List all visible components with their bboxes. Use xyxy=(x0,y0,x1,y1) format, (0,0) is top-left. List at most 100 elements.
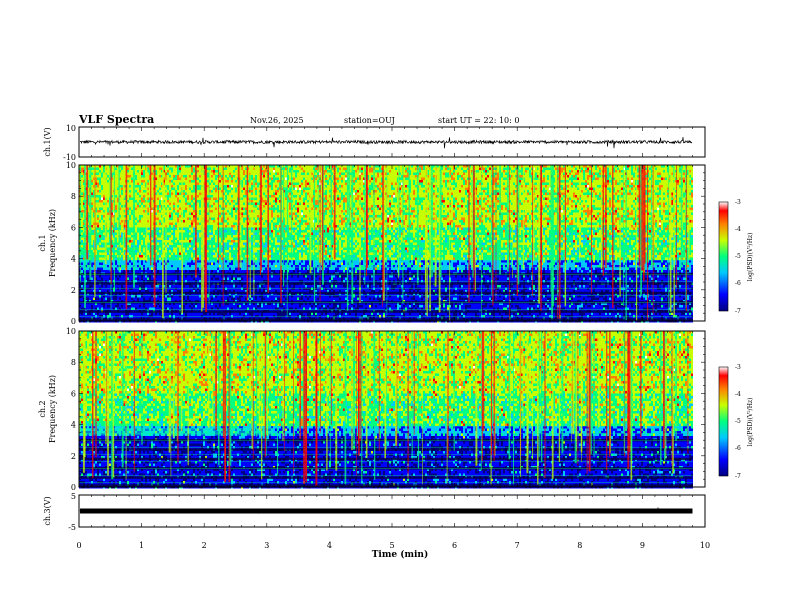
ch1-spectrogram-cell xyxy=(545,180,547,183)
ch1-spectrogram-cell xyxy=(269,185,271,188)
ch1-spectrogram-cell xyxy=(215,168,217,171)
ch1-spectrogram-cell xyxy=(597,195,599,198)
ch1-spectrogram-cell xyxy=(183,168,185,171)
ch1-spectrogram-cell xyxy=(655,180,657,183)
ch1-spectrogram-cell xyxy=(175,183,177,186)
ch1-spectrogram-cell xyxy=(479,198,481,201)
ch1-spectrogram-cell xyxy=(575,188,577,191)
ch1-spectrogram-cell xyxy=(629,183,631,186)
ch1-spectrogram-cell xyxy=(243,193,245,196)
ch1-spectrogram-cell xyxy=(485,173,487,176)
ch1-spectrogram-cell xyxy=(597,170,599,173)
ch1-spectrogram-cell xyxy=(379,188,381,191)
ch1-spectrogram-cell xyxy=(453,183,455,186)
ch1-spectrogram-cell xyxy=(587,198,589,201)
ch1-spectrogram-cell xyxy=(485,183,487,186)
ch1-spectrogram-cell xyxy=(545,193,547,196)
ch1-spectrogram-cell xyxy=(521,193,523,196)
ch1-spectrogram-cell xyxy=(525,188,527,191)
ch1-spectrogram-cell xyxy=(419,193,421,196)
ch1-spectrogram-cell xyxy=(545,198,547,201)
ch1-spectrogram-cell xyxy=(421,203,423,206)
ch1-spectrogram-cell xyxy=(271,180,273,183)
ch1-spectrogram-cell xyxy=(97,185,99,188)
ch1-spectrogram-cell xyxy=(661,193,663,196)
ch1-spectrogram-cell xyxy=(457,180,459,183)
ch1-spectrogram-cell xyxy=(369,200,371,203)
ch1-spectrogram-cell xyxy=(505,185,507,188)
ch1-spectrogram-cell xyxy=(567,170,569,173)
ch1-spectrogram-cell xyxy=(571,173,573,176)
ch1-spectrogram-cell xyxy=(577,185,579,188)
ch1-spectrogram-cell xyxy=(339,190,341,193)
ch1-spectrogram-cell xyxy=(563,188,565,191)
ch1-spectrogram-cell xyxy=(555,183,557,186)
ch1-spectrogram-cell xyxy=(107,185,109,188)
ch1-spectrogram-cell xyxy=(459,198,461,201)
ch1-spectrogram-cell xyxy=(453,190,455,193)
ch1-spectrogram-cell xyxy=(129,190,131,193)
ch1-spectrogram-cell xyxy=(99,198,101,201)
ch1-spectrogram-cell xyxy=(379,180,381,183)
ch1-spectrogram-cell xyxy=(345,190,347,193)
ch1-spectrogram-cell xyxy=(393,188,395,191)
ch1-spectrogram-cell xyxy=(103,180,105,183)
ch1-spectrogram-cell xyxy=(179,175,181,178)
ch1-spectrogram-cell xyxy=(571,175,573,178)
ch1-spectrogram-cell xyxy=(555,185,557,188)
ch1-spectrogram-cell xyxy=(301,180,303,183)
ch1-spectrogram-cell xyxy=(97,200,99,203)
ch1-spectrogram-cell xyxy=(345,170,347,173)
ch1-spectrogram-cell xyxy=(295,198,297,201)
ch1-spectrogram-cell xyxy=(277,170,279,173)
ch1-spectrogram-cell xyxy=(607,198,609,201)
ch1-spectrogram-cell xyxy=(229,168,231,171)
ch1-spectrogram-cell xyxy=(207,170,209,173)
ch1-spectrogram-cell xyxy=(627,203,629,206)
ch1-spectrogram-cell xyxy=(297,170,299,173)
ch1-spectrogram-cell xyxy=(273,185,275,188)
ch1-spectrogram-cell xyxy=(563,195,565,198)
ch1-spectrogram-cell xyxy=(131,188,133,191)
ch1-spectrogram-cell xyxy=(419,170,421,173)
ch1-spectrogram-cell xyxy=(127,195,129,198)
ch1-spectrogram-cell xyxy=(257,173,259,176)
ch1-spectrogram-cell xyxy=(483,178,485,181)
ch1-spectrogram-cell xyxy=(99,193,101,196)
ch1-spectrogram-cell xyxy=(173,195,175,198)
ch1-spectrogram-cell xyxy=(177,170,179,173)
ch1-spectrogram-cell xyxy=(617,193,619,196)
ch1-spectrogram-cell xyxy=(337,175,339,178)
ch1-spectrogram-cell xyxy=(607,173,609,176)
ch1-spectrogram-cell xyxy=(131,178,133,181)
ch1-spectrogram-cell xyxy=(463,190,465,193)
ch1-spectrogram-cell xyxy=(569,178,571,181)
ch1-spectrogram-cell xyxy=(143,193,145,196)
ch1-spectrogram-cell xyxy=(361,185,363,188)
ch1-spectrogram-cell xyxy=(465,180,467,183)
ch1-spectrogram-cell xyxy=(479,178,481,181)
ch1-spectrogram-cell xyxy=(295,193,297,196)
ch1-spectrogram-cell xyxy=(341,178,343,181)
ch1-spectrogram-cell xyxy=(275,175,277,178)
ch1-spectrogram-cell xyxy=(677,170,679,173)
ch1-spectrogram-cell xyxy=(115,185,117,188)
ch1-spectrogram-cell xyxy=(107,173,109,176)
ch1-spectrogram-cell xyxy=(691,188,693,191)
ch1-spectrogram-cell xyxy=(389,180,391,183)
ch1-spectrogram-cell xyxy=(479,180,481,183)
ch1-spectrogram-cell xyxy=(179,198,181,201)
ch1-spectrogram-cell xyxy=(81,168,83,171)
ch1-spectrogram-cell xyxy=(377,178,379,181)
ch1-spectrogram-cell xyxy=(555,175,557,178)
ch1-spectrogram-cell xyxy=(457,195,459,198)
ch1-spectrogram-cell xyxy=(389,193,391,196)
ch1-spectrogram-cell xyxy=(243,198,245,201)
ch1-spectrogram-cell xyxy=(177,188,179,191)
ch1-spectrogram-cell xyxy=(371,168,373,171)
ch1-spectrogram-cell xyxy=(211,200,213,203)
ch1-spectrogram-cell xyxy=(677,185,679,188)
ch1-spectrogram-cell xyxy=(415,170,417,173)
ch1-spectrogram-cell xyxy=(135,180,137,183)
ch1-spectrogram-cell xyxy=(655,185,657,188)
